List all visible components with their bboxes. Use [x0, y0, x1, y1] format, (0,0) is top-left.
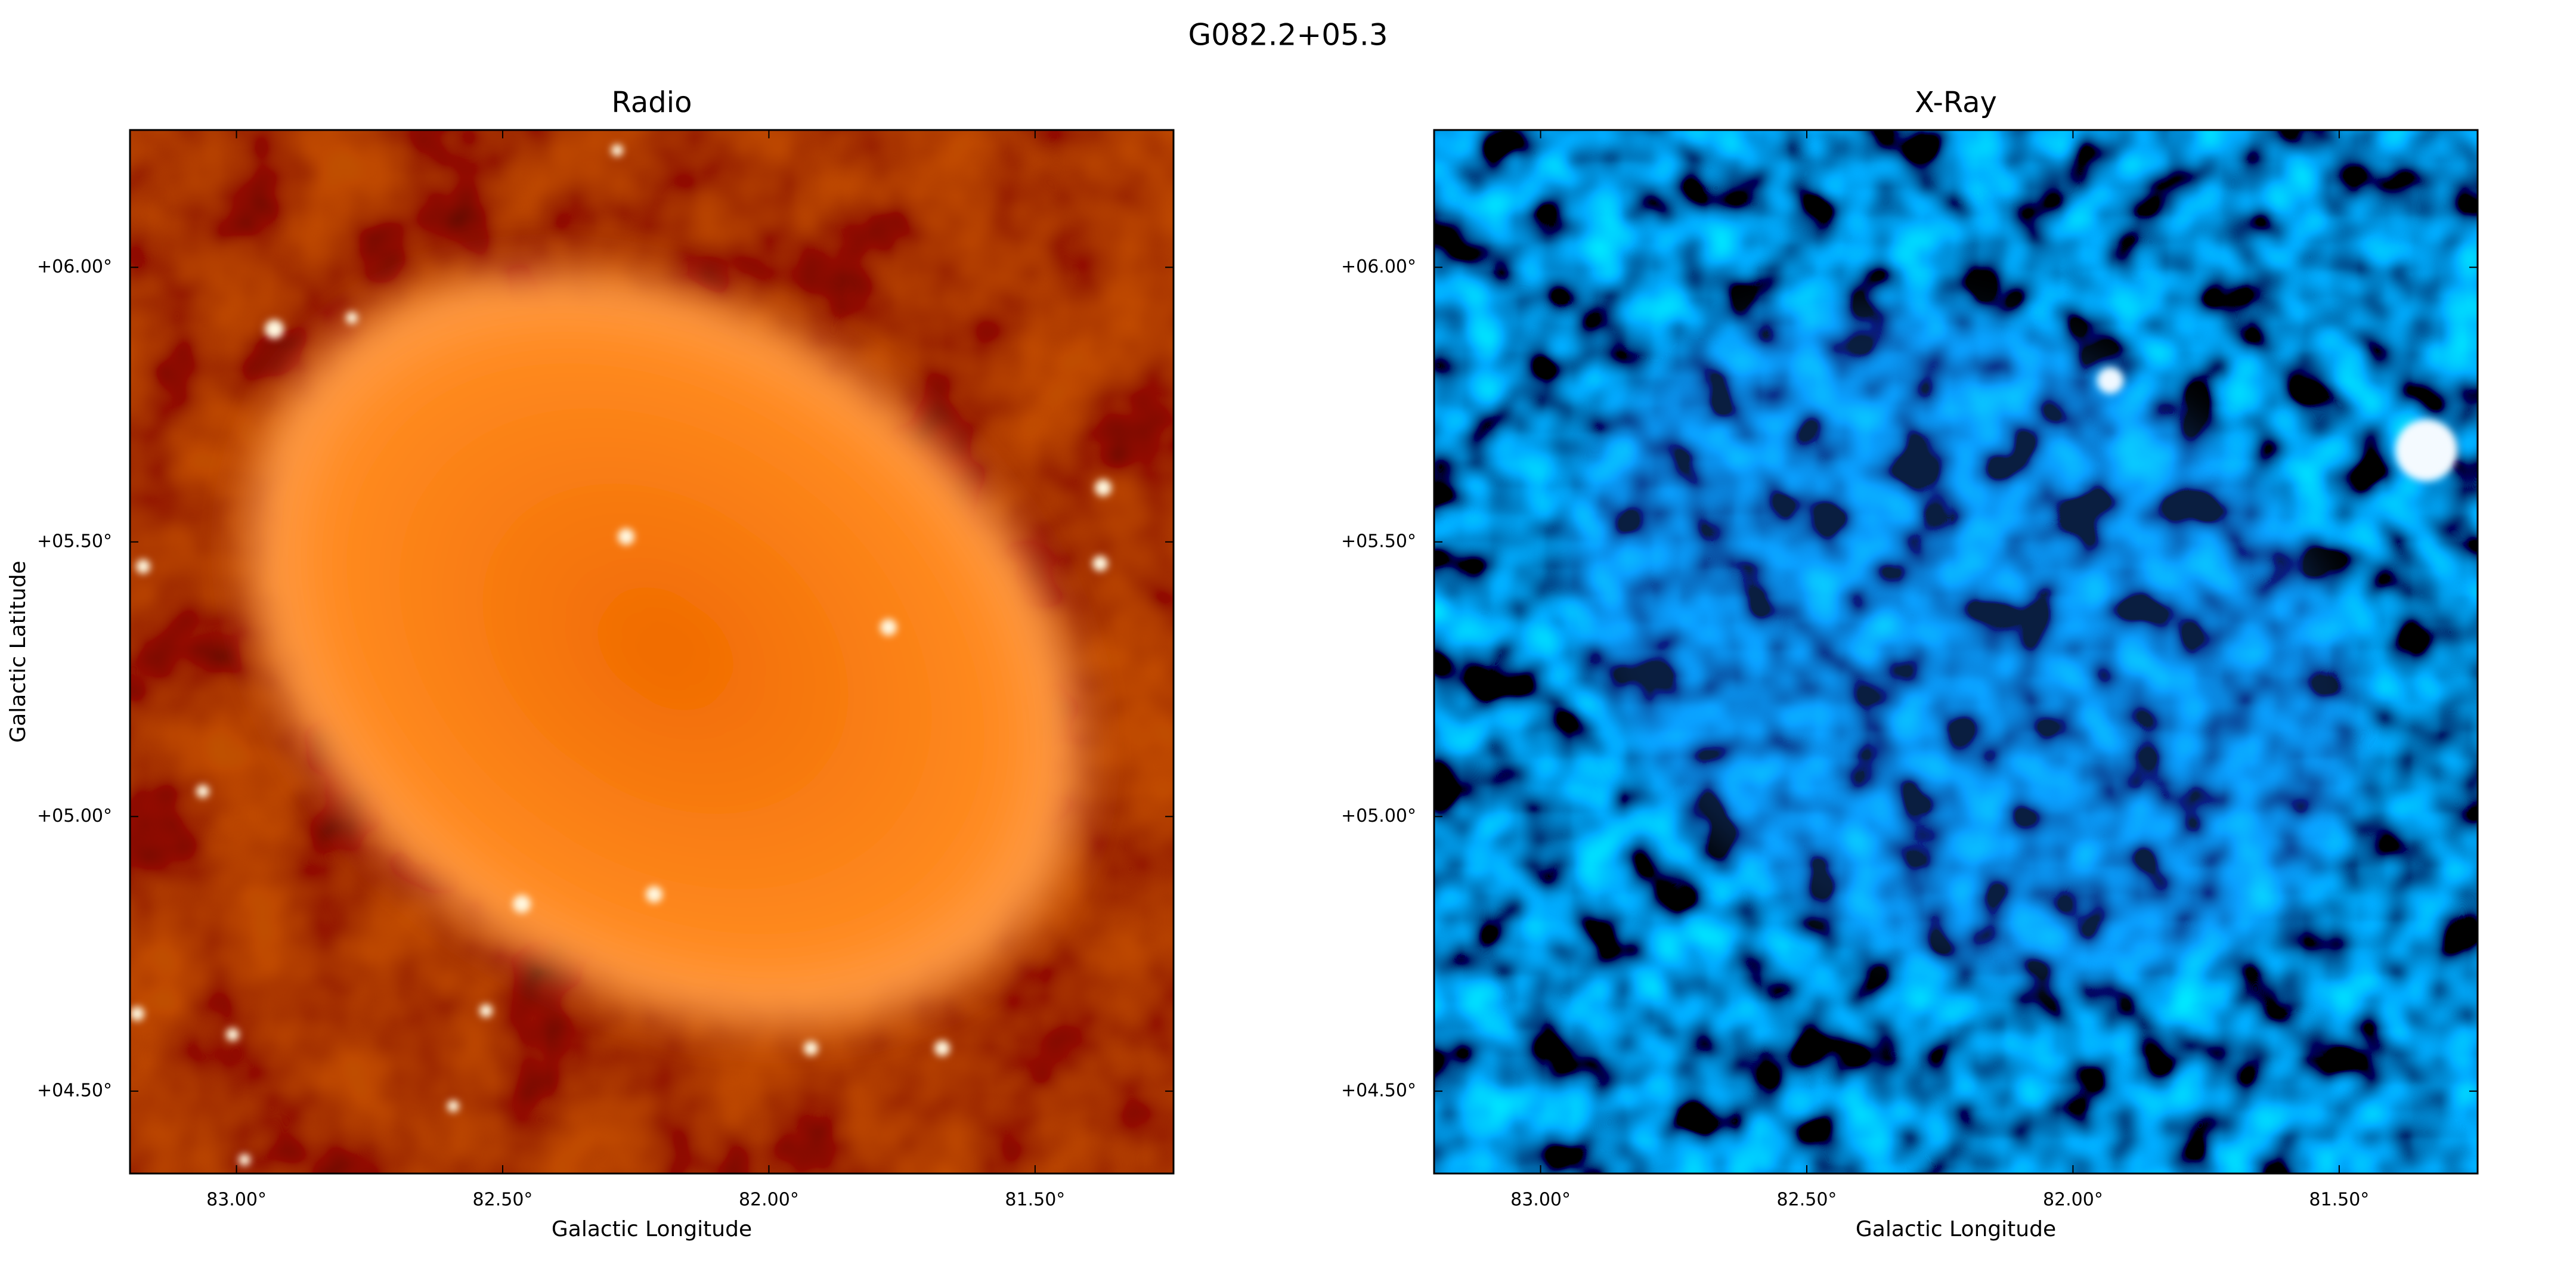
y-tick-label: +06.00°: [37, 256, 112, 277]
y-tick-label: +05.00°: [1341, 806, 1416, 826]
x-tick-label: 82.00°: [2043, 1190, 2103, 1210]
x-axis-label: Galactic Longitude: [1856, 1217, 2056, 1241]
panel-title: X-Ray: [1915, 86, 1997, 119]
y-axis-label: Galactic Latitude: [6, 561, 30, 742]
y-tick-label: +05.00°: [37, 806, 112, 826]
x-tick-label: 81.50°: [1005, 1190, 1065, 1210]
y-tick-label: +04.50°: [37, 1080, 112, 1101]
x-tick-label: 83.00°: [206, 1190, 267, 1210]
radio-image: [130, 130, 1174, 1174]
x-axis-label: Galactic Longitude: [552, 1217, 752, 1241]
y-tick-label: +04.50°: [1341, 1080, 1416, 1101]
x-tick-label: 82.50°: [473, 1190, 533, 1210]
panel-title: Radio: [612, 86, 692, 119]
axes-frame: [129, 129, 1175, 1175]
xray-image: [1434, 130, 2478, 1174]
figure-title: G082.2+05.3: [1188, 18, 1388, 52]
x-tick-label: 83.00°: [1510, 1190, 1571, 1210]
y-tick-label: +05.50°: [1341, 531, 1416, 552]
y-tick-label: +06.00°: [1341, 256, 1416, 277]
y-tick-label: +05.50°: [37, 531, 112, 552]
x-tick-label: 81.50°: [2309, 1190, 2369, 1210]
x-tick-label: 82.50°: [1777, 1190, 1837, 1210]
axes-frame: [1433, 129, 2479, 1175]
x-tick-label: 82.00°: [739, 1190, 799, 1210]
